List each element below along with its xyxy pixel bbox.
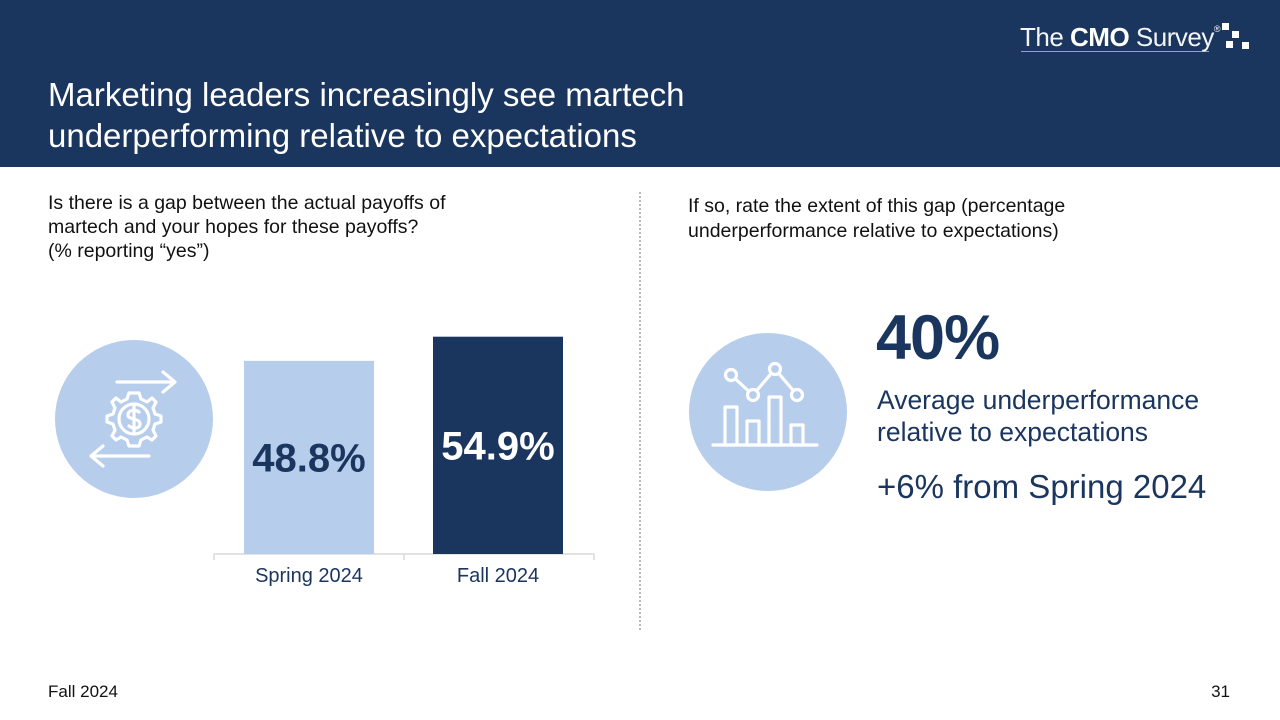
logo-square [1222, 23, 1229, 30]
footer-edition: Fall 2024 [48, 682, 118, 701]
right-question-line: If so, rate the extent of this gap (perc… [688, 195, 1066, 217]
stat-change: +6% from Spring 2024 [877, 468, 1207, 505]
category-label: Fall 2024 [457, 565, 539, 587]
title-line-2: underperforming relative to expectations [48, 117, 637, 154]
data-label: 54.9% [441, 424, 554, 468]
left-question-line: (% reporting “yes”) [48, 240, 210, 262]
page-title: Marketing leaders increasingly see marte… [48, 74, 828, 156]
header-banner [0, 0, 1280, 167]
gear-dollar-arrows-icon [55, 340, 213, 498]
page-number: 31 [1211, 682, 1230, 701]
data-label: 48.8% [252, 436, 365, 480]
big-stat-value: 40% [876, 303, 1000, 373]
logo-prefix: The [1020, 22, 1071, 52]
right-question: If so, rate the extent of this gap (perc… [688, 194, 1158, 244]
cmo-survey-logo: The CMO Survey® [1020, 22, 1221, 53]
bar-spring-2024 [244, 360, 374, 554]
stat-description: Average underperformance relative to exp… [877, 384, 1257, 448]
analytics-chart-icon [689, 333, 847, 491]
stat-description-line: relative to expectations [877, 417, 1149, 447]
title-line-1: Marketing leaders increasingly see marte… [48, 76, 685, 113]
logo-square [1232, 31, 1239, 38]
logo-square [1242, 42, 1249, 49]
left-question-line: Is there is a gap between the actual pay… [48, 192, 446, 214]
logo-brand: CMO [1070, 22, 1130, 52]
logo-suffix: Survey [1129, 22, 1214, 52]
section-divider [639, 192, 641, 630]
bar-chart: 48.8% Spring 2024 54.9% Fall 2024 [213, 336, 595, 587]
logo-underline [1021, 51, 1209, 52]
logo-registered: ® [1213, 24, 1221, 34]
logo-square [1226, 41, 1233, 48]
right-question-line: underperformance relative to expectation… [688, 220, 1059, 242]
stat-description-line: Average underperformance [877, 385, 1200, 415]
bar-fall-2024 [433, 336, 563, 554]
left-question: Is there is a gap between the actual pay… [48, 191, 518, 263]
left-question-line: martech and your hopes for these payoffs… [48, 216, 419, 238]
category-label: Spring 2024 [255, 565, 363, 587]
